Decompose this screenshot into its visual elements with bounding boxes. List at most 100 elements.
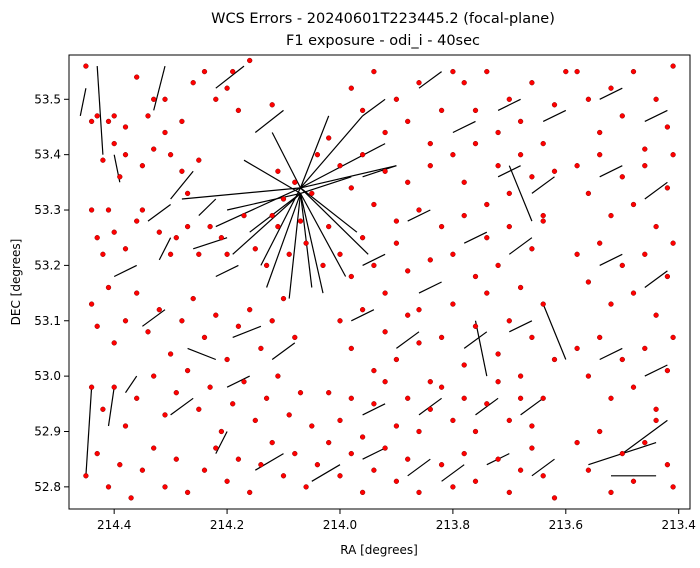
plot-frame [68,54,691,510]
star-point [224,251,230,257]
star-point [529,334,535,341]
star-point [359,235,366,241]
star-point [105,118,112,125]
star-point [224,478,230,484]
error-vector [418,281,442,294]
star-point [94,113,100,119]
star-point [393,478,400,484]
star-point [585,96,592,102]
error-vector [299,115,330,189]
error-vector [299,193,324,294]
star-point [83,63,89,69]
star-point [461,450,467,457]
star-point [484,235,490,241]
star-point [179,118,185,125]
star-point [100,157,106,163]
error-vector [508,237,533,255]
star-point [201,467,208,473]
star-point [122,423,129,429]
star-point [619,174,625,180]
error-vector [226,192,301,211]
y-tick-label: 53.3 [34,203,61,217]
star-point [630,478,637,484]
star-point [230,401,236,407]
error-vector [509,320,533,333]
star-point [139,163,146,169]
star-point [156,229,162,235]
error-vector [147,204,171,222]
star-point [162,484,168,490]
star-point [484,68,490,75]
star-point [551,495,558,501]
star-point [167,351,174,357]
star-point [184,223,191,230]
star-point [359,489,366,496]
star-point [371,68,377,75]
star-point [517,284,524,291]
error-vector [271,342,296,360]
star-point [275,373,281,379]
star-point [213,312,219,318]
error-vector [170,170,194,200]
star-point [405,456,411,462]
y-axis-label: DEC [degrees] [9,239,23,326]
x-tick-label: 214.0 [323,518,357,532]
error-vector [254,453,284,471]
star-point [540,218,546,224]
error-vector [531,176,555,194]
star-point [297,218,304,224]
error-vector [463,231,488,244]
x-tick-label: 214.4 [97,518,131,532]
error-vector [520,397,544,416]
error-vector [300,187,369,255]
star-point [670,484,676,490]
star-point [393,218,400,224]
star-point [122,318,129,324]
error-vector [249,192,301,233]
star-point [184,489,191,496]
star-point [450,417,456,424]
star-point [416,207,422,213]
star-point [286,412,292,418]
star-point [196,406,202,412]
star-point [619,356,625,363]
error-vector [621,419,668,455]
star-point [608,489,614,496]
star-point [416,428,422,435]
y-tick-label: 53.1 [34,314,61,328]
star-point [472,140,479,147]
star-point [111,113,117,119]
star-point [139,467,146,473]
star-point [517,118,524,125]
star-point [247,307,253,313]
error-vector [407,458,431,477]
star-point [235,323,242,329]
star-point [495,379,501,385]
star-point [563,68,569,75]
star-point [230,68,236,75]
star-point [337,251,343,257]
star-point [179,318,185,324]
star-point [608,301,614,307]
star-point [653,223,659,230]
star-point [218,428,225,435]
star-point [382,329,388,335]
star-point [184,190,191,197]
star-point [359,434,366,440]
star-point [156,307,162,313]
star-point [184,367,191,374]
star-point [359,307,366,313]
star-point [551,356,558,363]
error-vector [300,143,386,189]
star-point [371,262,377,269]
error-vector [351,309,375,322]
star-point [275,168,281,174]
star-point [382,129,388,136]
error-vector [311,464,341,482]
star-point [438,107,445,114]
star-point [597,129,603,136]
star-point [173,456,179,462]
star-point [461,212,467,219]
star-point [167,251,174,257]
star-point [258,345,264,352]
